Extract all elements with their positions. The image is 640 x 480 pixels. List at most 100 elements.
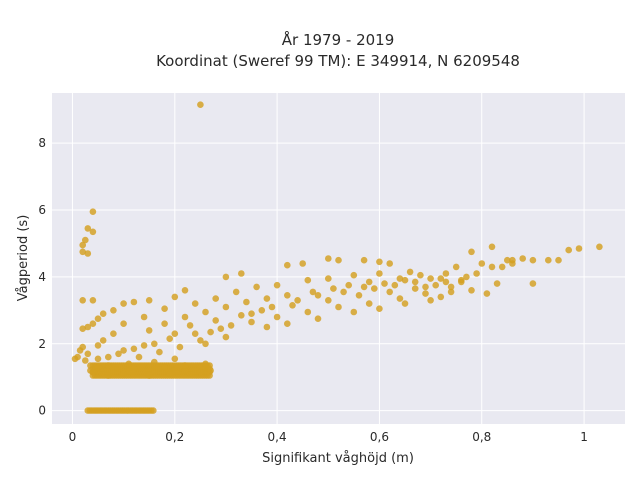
data-point	[325, 255, 332, 262]
y-tick-label: 6	[38, 203, 46, 217]
data-point	[350, 308, 358, 316]
data-point	[79, 325, 86, 333]
data-point	[197, 101, 204, 108]
data-point	[463, 273, 470, 281]
data-point	[330, 285, 337, 292]
data-point	[202, 360, 209, 368]
data-point	[94, 342, 102, 349]
data-point	[263, 295, 271, 302]
data-point	[422, 283, 429, 291]
data-point	[268, 303, 276, 311]
data-point	[304, 276, 312, 284]
y-tick-label: 2	[38, 337, 46, 351]
data-points	[71, 101, 603, 414]
data-point	[84, 323, 92, 331]
data-point	[396, 295, 404, 302]
data-point	[243, 298, 250, 306]
data-point	[82, 357, 89, 364]
data-point	[371, 285, 378, 292]
data-point	[130, 298, 138, 306]
data-point	[273, 281, 281, 289]
data-point	[99, 337, 107, 344]
data-point	[79, 248, 86, 256]
data-point	[89, 228, 97, 236]
data-point	[422, 290, 429, 297]
data-point	[197, 368, 204, 376]
data-point	[314, 315, 322, 323]
data-point	[222, 303, 230, 311]
data-point	[365, 278, 373, 286]
data-point	[94, 355, 102, 363]
data-point	[84, 250, 92, 257]
data-point	[442, 278, 450, 286]
data-point	[284, 320, 291, 328]
data-point	[71, 355, 79, 363]
data-point	[468, 248, 475, 256]
data-point	[345, 281, 353, 289]
data-point	[376, 305, 383, 313]
data-point	[253, 283, 260, 291]
data-point	[432, 281, 440, 289]
data-point	[504, 256, 511, 264]
data-point	[110, 330, 117, 338]
data-point	[94, 315, 102, 323]
y-tick-label: 4	[38, 270, 46, 284]
data-point	[212, 295, 219, 302]
data-point	[120, 300, 127, 307]
data-point	[284, 292, 291, 299]
data-point	[468, 287, 475, 294]
data-point	[227, 322, 235, 329]
data-point	[89, 368, 97, 376]
x-tick-label: 0,4	[268, 430, 287, 444]
data-point	[171, 293, 179, 301]
y-tick-label: 8	[38, 136, 46, 150]
data-point	[545, 256, 552, 264]
data-point	[94, 363, 102, 371]
data-point	[376, 270, 383, 277]
data-point	[248, 310, 255, 318]
data-point	[166, 370, 173, 378]
data-point	[411, 285, 419, 292]
data-point	[197, 337, 204, 344]
data-point	[273, 313, 281, 321]
data-point	[596, 243, 603, 251]
data-point	[493, 280, 501, 287]
data-point	[171, 355, 179, 363]
data-point	[161, 320, 168, 328]
chart-title-line-1: År 1979 - 2019	[282, 30, 395, 49]
data-point	[140, 313, 148, 321]
data-point	[171, 330, 179, 338]
data-point	[335, 256, 342, 264]
data-point	[79, 343, 86, 351]
data-point	[232, 288, 240, 296]
data-point	[161, 305, 168, 313]
data-point	[181, 287, 189, 294]
data-point	[130, 365, 138, 373]
data-point	[391, 281, 399, 289]
data-point	[401, 276, 409, 284]
chart-title-line-2: Koordinat (Sweref 99 TM): E 349914, N 62…	[156, 52, 520, 70]
data-point	[406, 268, 414, 276]
data-point	[238, 312, 245, 319]
x-axis-label: Signifikant våghöjd (m)	[262, 451, 414, 466]
data-point	[166, 335, 173, 343]
data-point	[79, 241, 86, 249]
data-point	[105, 372, 112, 379]
data-point	[417, 271, 424, 279]
data-point	[110, 307, 117, 314]
data-point	[488, 263, 496, 271]
data-point	[488, 243, 496, 251]
data-point	[447, 288, 455, 296]
data-point	[181, 367, 189, 374]
data-point	[120, 370, 127, 378]
data-point	[314, 292, 322, 299]
data-point	[396, 275, 404, 282]
data-point	[386, 260, 394, 267]
data-point	[115, 350, 122, 358]
data-point	[376, 258, 383, 266]
data-point	[483, 290, 491, 297]
data-point	[207, 367, 214, 374]
data-point	[87, 362, 94, 369]
data-point	[427, 297, 434, 304]
